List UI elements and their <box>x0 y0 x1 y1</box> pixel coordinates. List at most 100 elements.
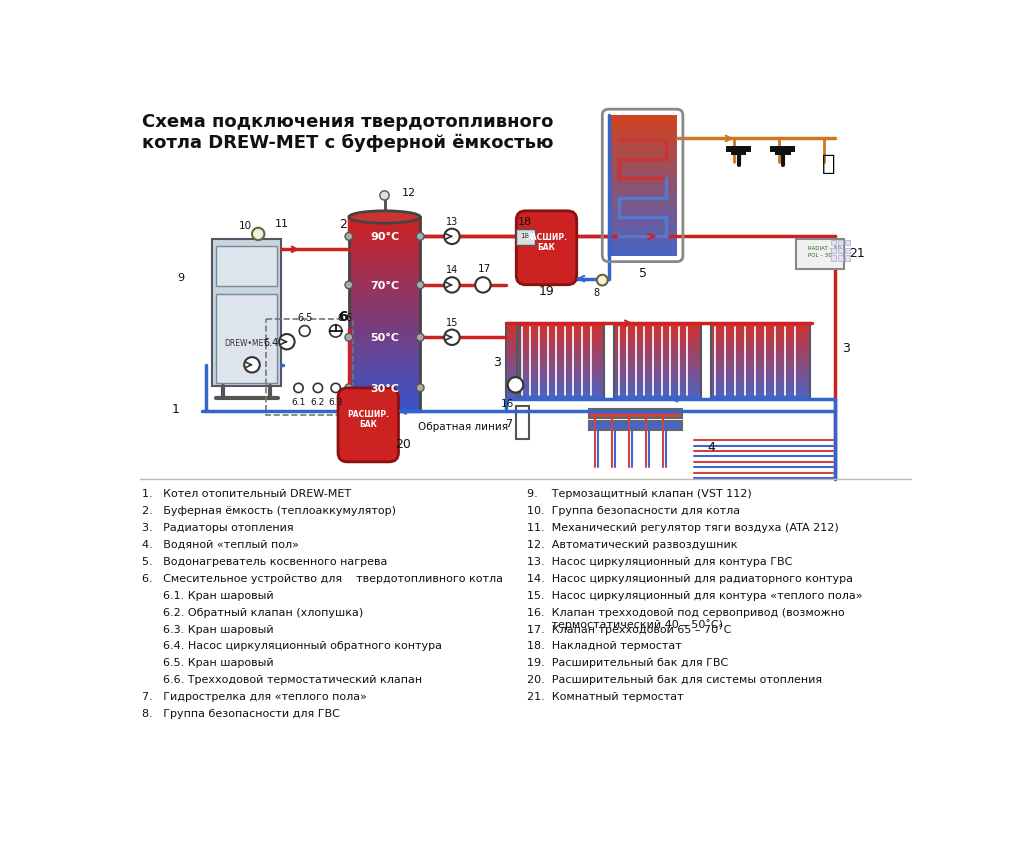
Text: 20.  Расширительный бак для системы отопления: 20. Расширительный бак для системы отопл… <box>527 675 822 685</box>
Text: POL – 30: POL – 30 <box>808 253 831 258</box>
Circle shape <box>444 229 460 245</box>
Bar <box>517 324 604 332</box>
Text: 6.2. Обратный клапан (хлопушка): 6.2. Обратный клапан (хлопушка) <box>142 606 364 617</box>
Bar <box>608 125 677 136</box>
Text: 11: 11 <box>274 219 289 229</box>
Bar <box>349 295 420 304</box>
Text: 9.    Термозащитный клапан (VST 112): 9. Термозащитный клапан (VST 112) <box>527 489 752 498</box>
Bar <box>349 403 420 412</box>
Bar <box>349 225 420 234</box>
Bar <box>838 248 844 254</box>
Bar <box>830 248 837 254</box>
Bar <box>517 324 604 399</box>
Text: 6.5. Кран шаровый: 6.5. Кран шаровый <box>142 658 273 668</box>
Bar <box>349 249 420 258</box>
Bar <box>349 241 420 250</box>
Text: 3: 3 <box>843 342 850 355</box>
Bar <box>614 324 700 399</box>
Circle shape <box>280 334 295 350</box>
Bar <box>212 239 282 387</box>
Text: 18.  Накладной термостат: 18. Накладной термостат <box>527 641 682 651</box>
Bar <box>515 229 535 247</box>
Bar <box>845 256 850 262</box>
Bar <box>349 233 420 241</box>
Bar <box>349 303 420 311</box>
Bar <box>838 256 844 262</box>
Bar <box>349 310 420 319</box>
Circle shape <box>380 192 389 200</box>
Bar <box>608 247 677 257</box>
Text: 13: 13 <box>445 217 458 226</box>
FancyBboxPatch shape <box>516 212 577 286</box>
Text: DREW•MET: DREW•MET <box>224 339 268 347</box>
Bar <box>726 147 751 153</box>
Text: 50°С: 50°С <box>370 333 399 343</box>
Bar <box>608 182 677 192</box>
Text: 2.   Буферная ёмкость (теплоаккумулятор): 2. Буферная ёмкость (теплоаккумулятор) <box>142 505 396 515</box>
Bar <box>845 248 850 254</box>
Text: 16.  Клапан трехходовой под сервопривод (возможно
       термостатический 40 – 5: 16. Клапан трехходовой под сервопривод (… <box>527 606 845 630</box>
Text: 14.  Насос циркуляционный для радиаторного контура: 14. Насос циркуляционный для радиаторног… <box>527 573 853 583</box>
Bar <box>614 332 700 339</box>
Bar <box>517 377 604 385</box>
Text: 6.4: 6.4 <box>263 337 279 347</box>
Bar <box>349 350 420 358</box>
Text: 3.   Радиаторы отопления: 3. Радиаторы отопления <box>142 522 294 532</box>
Bar <box>614 324 700 332</box>
Bar <box>506 324 520 334</box>
Text: 6.6. Трехходовой термостатический клапан: 6.6. Трехходовой термостатический клапан <box>142 675 422 685</box>
Text: 8: 8 <box>594 288 600 298</box>
Text: 6.3: 6.3 <box>329 397 343 407</box>
Text: 6: 6 <box>338 309 347 323</box>
Bar <box>506 324 520 399</box>
Text: 12: 12 <box>401 189 416 198</box>
Bar <box>506 390 520 400</box>
Text: 17: 17 <box>478 264 492 274</box>
Bar <box>614 369 700 377</box>
Bar <box>711 346 810 355</box>
Bar <box>711 324 810 399</box>
Bar <box>216 294 276 383</box>
Bar <box>711 354 810 363</box>
Bar <box>517 346 604 355</box>
Text: Обратная линия: Обратная линия <box>418 421 508 432</box>
Bar <box>517 339 604 347</box>
Bar <box>349 218 420 226</box>
Bar <box>608 229 677 238</box>
Text: 17.  Клапан трехходовой 65 – 70˚С: 17. Клапан трехходовой 65 – 70˚С <box>527 624 731 635</box>
Bar <box>506 371 520 381</box>
Bar <box>349 334 420 343</box>
Text: 14: 14 <box>445 264 458 275</box>
Text: 70°С: 70°С <box>370 281 399 291</box>
Bar <box>608 116 677 126</box>
Text: 6.1: 6.1 <box>291 397 306 407</box>
Bar <box>216 247 276 287</box>
Circle shape <box>417 281 424 289</box>
Text: 11.  Механический регулятор тяги воздуха (ATA 212): 11. Механический регулятор тяги воздуха … <box>527 522 839 532</box>
Text: 20: 20 <box>395 438 412 450</box>
Text: 21.  Комнатный термостат: 21. Комнатный термостат <box>527 692 684 701</box>
Text: 90°С: 90°С <box>370 232 399 242</box>
Text: 18: 18 <box>520 233 529 239</box>
Text: 6.   Смесительное устройство для    твердотопливного котла: 6. Смесительное устройство для твердотоп… <box>142 573 503 583</box>
Bar <box>589 421 682 430</box>
Bar <box>517 392 604 400</box>
Circle shape <box>299 326 310 337</box>
Bar <box>614 384 700 392</box>
Bar <box>349 287 420 296</box>
Bar <box>517 369 604 377</box>
Text: 13.  Насос циркуляционный для контура ГВС: 13. Насос циркуляционный для контура ГВС <box>527 556 793 566</box>
Text: РАСШИР.
БАК: РАСШИР. БАК <box>347 409 389 429</box>
Text: 9: 9 <box>177 273 184 282</box>
Bar <box>731 152 746 156</box>
Bar <box>506 343 520 353</box>
Circle shape <box>331 384 340 393</box>
Bar <box>614 392 700 400</box>
Bar <box>349 280 420 288</box>
Text: 1: 1 <box>172 403 180 415</box>
Circle shape <box>345 281 352 289</box>
Bar <box>608 219 677 229</box>
Bar <box>517 332 604 339</box>
Bar <box>515 407 529 439</box>
Bar <box>614 339 700 347</box>
